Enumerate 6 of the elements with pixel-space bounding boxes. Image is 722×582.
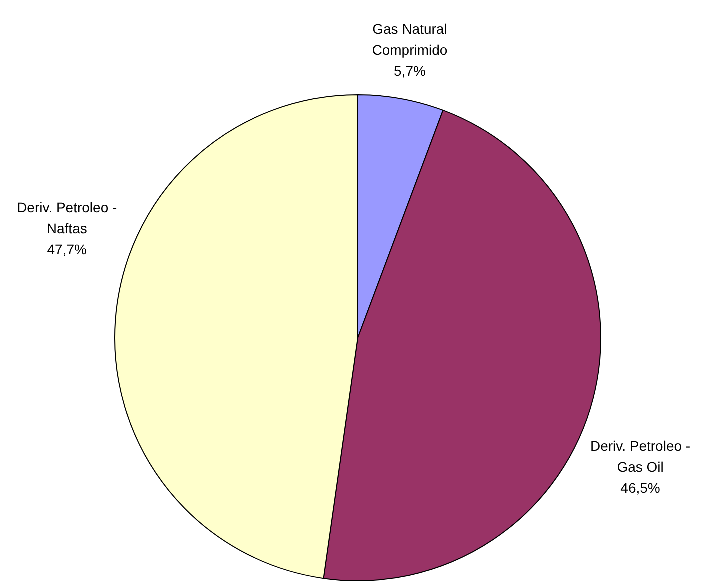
slice-label: Gas Natural Comprimido bbox=[372, 20, 448, 58]
slice-label: Deriv. Petroleo - Naftas bbox=[17, 199, 118, 236]
data-label: 46,5% bbox=[620, 480, 660, 496]
data-label: 47,7% bbox=[47, 241, 87, 258]
slice-label: Deriv. Petroleo - Gas Oil bbox=[590, 438, 691, 475]
data-label: 5,7% bbox=[394, 62, 426, 79]
